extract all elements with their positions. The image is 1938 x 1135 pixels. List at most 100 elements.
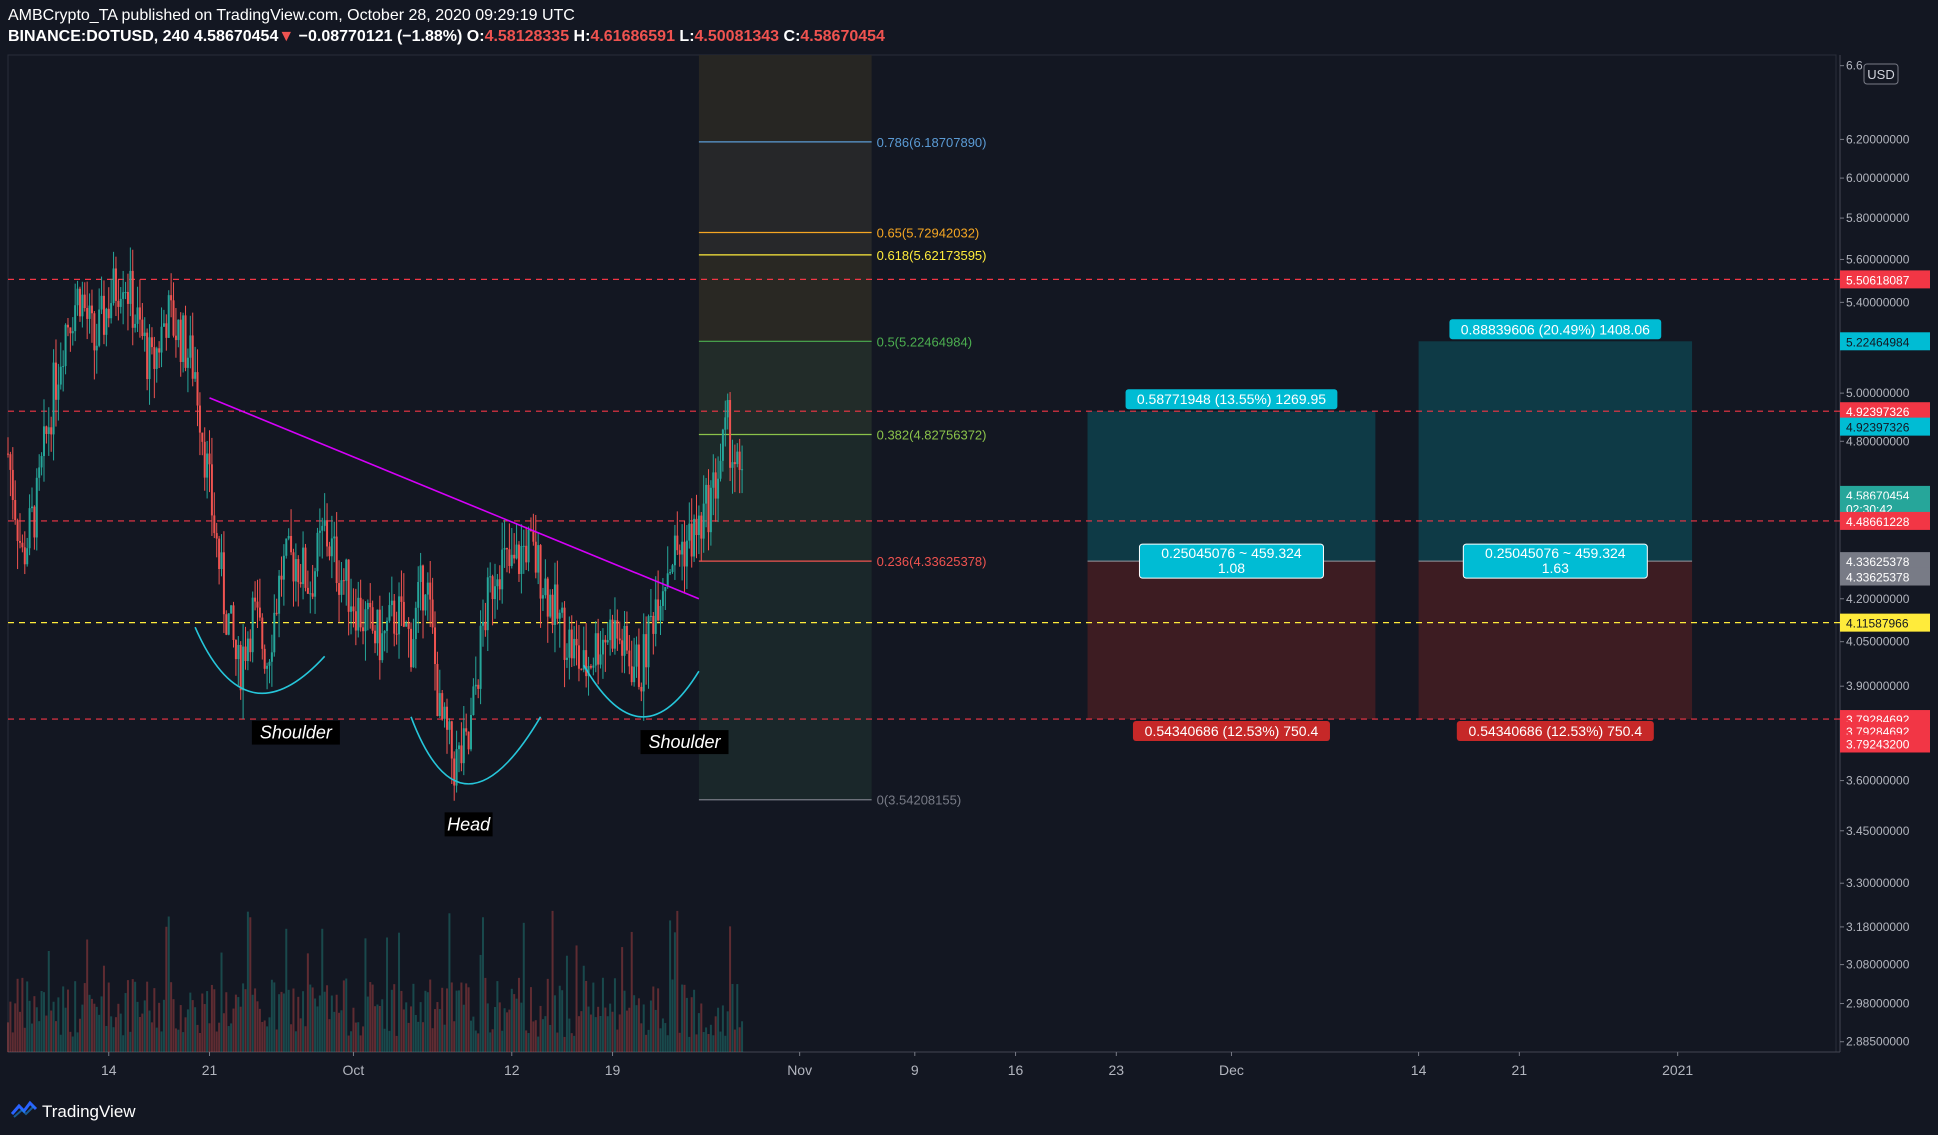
candle-body bbox=[105, 308, 108, 335]
position-target-badge bbox=[1125, 389, 1338, 410]
volume-bar bbox=[371, 984, 374, 1052]
candle-body bbox=[712, 472, 715, 488]
candle-body bbox=[537, 545, 540, 573]
position-target-label: 0.88839606 (20.49%) 1408.06 bbox=[1461, 321, 1650, 337]
price-chart[interactable]: 0.786(6.18707890) 0.65(5.72942032) 0.618(5… bbox=[0, 0, 1938, 1088]
candle-body bbox=[311, 593, 314, 597]
axis-price-label: 4.92397326 bbox=[1846, 421, 1910, 435]
candle-body bbox=[400, 596, 403, 602]
volume-bar bbox=[266, 1026, 269, 1052]
volume-bar bbox=[673, 932, 676, 1052]
candle-body bbox=[16, 520, 19, 542]
volume-bar bbox=[102, 965, 105, 1052]
volume-bar bbox=[697, 1013, 700, 1052]
volume-bar bbox=[539, 1005, 542, 1052]
volume-bar bbox=[510, 988, 513, 1052]
candle-body bbox=[431, 599, 434, 628]
volume-bar bbox=[47, 950, 50, 1052]
candle-body bbox=[335, 536, 338, 584]
candle-body bbox=[129, 270, 132, 304]
time-tick-label: 9 bbox=[911, 1062, 919, 1078]
candle-body bbox=[664, 587, 667, 592]
axis-price-label: 4.48661228 bbox=[1846, 515, 1910, 529]
volume-bar bbox=[81, 1004, 84, 1052]
volume-bar bbox=[278, 994, 281, 1052]
volume-bar bbox=[249, 917, 252, 1052]
candle-body bbox=[702, 503, 705, 539]
volume-bar bbox=[290, 1024, 293, 1052]
candle-body bbox=[695, 518, 698, 536]
volume-bar bbox=[364, 938, 367, 1052]
volume-bar bbox=[395, 1035, 398, 1052]
volume-bar bbox=[525, 1030, 528, 1052]
volume-bar bbox=[501, 1030, 504, 1052]
candle-body bbox=[618, 638, 621, 641]
candle-body bbox=[215, 533, 218, 539]
candle-body bbox=[534, 541, 537, 573]
position-stop-zone bbox=[1418, 561, 1693, 720]
candle-body bbox=[35, 477, 38, 538]
candle-body bbox=[376, 609, 379, 644]
candle-body bbox=[124, 292, 127, 294]
candle-body bbox=[450, 721, 453, 759]
candle-body bbox=[210, 464, 213, 516]
volume-bar bbox=[376, 1004, 379, 1052]
candle-body bbox=[95, 345, 98, 351]
volume-bar bbox=[105, 1025, 108, 1052]
volume-bar bbox=[359, 1035, 362, 1052]
candle-body bbox=[407, 622, 410, 629]
candle-body bbox=[266, 665, 269, 669]
candle-body bbox=[304, 547, 307, 588]
candle-body bbox=[731, 462, 734, 468]
volume-bar bbox=[587, 1006, 590, 1052]
candle-body bbox=[556, 584, 559, 619]
candle-body bbox=[381, 633, 384, 661]
position-center-label: 0.25045076 ~ 459.324 bbox=[1485, 545, 1626, 561]
volume-bar bbox=[162, 999, 165, 1052]
candle-body bbox=[465, 728, 468, 732]
axis-price-badge bbox=[1840, 613, 1930, 632]
price-tick-label: 3.18000000 bbox=[1846, 920, 1910, 934]
candle-body bbox=[460, 745, 463, 764]
candle-body bbox=[354, 611, 357, 631]
volume-bar bbox=[462, 1004, 465, 1052]
volume-bar bbox=[733, 1029, 736, 1052]
candle-body bbox=[359, 597, 362, 628]
candle-body bbox=[366, 602, 369, 610]
volume-bar bbox=[410, 1006, 413, 1052]
volume-bar bbox=[201, 993, 204, 1052]
candle-body bbox=[616, 620, 619, 639]
candle-body bbox=[438, 693, 441, 716]
price-tick-label: 3.30000000 bbox=[1846, 876, 1910, 890]
candle-body bbox=[741, 469, 744, 471]
candle-body bbox=[434, 627, 437, 665]
candle-body bbox=[114, 268, 117, 301]
candle-body bbox=[314, 571, 317, 597]
volume-bar bbox=[191, 1000, 194, 1052]
volume-bar bbox=[90, 998, 93, 1052]
volume-bar bbox=[664, 1023, 667, 1052]
candle-body bbox=[369, 602, 372, 608]
candle-body bbox=[515, 544, 518, 559]
tradingview-brand[interactable]: TradingView bbox=[42, 1102, 136, 1121]
volume-bar bbox=[366, 996, 369, 1052]
volume-bar bbox=[38, 1021, 41, 1052]
candle-body bbox=[268, 661, 271, 666]
candle-body bbox=[544, 578, 547, 596]
candle-body bbox=[541, 595, 544, 599]
volume-bar bbox=[18, 1011, 21, 1052]
volume-bar bbox=[309, 984, 312, 1052]
time-tick-label: 16 bbox=[1008, 1062, 1024, 1078]
axis-price-label: 3.79243200 bbox=[1846, 738, 1910, 752]
volume-bar bbox=[436, 1002, 439, 1052]
candle-body bbox=[119, 298, 122, 307]
volume-bar bbox=[729, 926, 732, 1052]
candle-body bbox=[448, 721, 451, 730]
price-tick-label: 4.80000000 bbox=[1846, 434, 1910, 448]
candle-body bbox=[136, 307, 139, 324]
candle-body bbox=[52, 362, 55, 435]
candle-body bbox=[189, 335, 192, 358]
volume-bar bbox=[282, 993, 285, 1052]
candle-body bbox=[551, 594, 554, 625]
candle-body bbox=[292, 552, 295, 582]
